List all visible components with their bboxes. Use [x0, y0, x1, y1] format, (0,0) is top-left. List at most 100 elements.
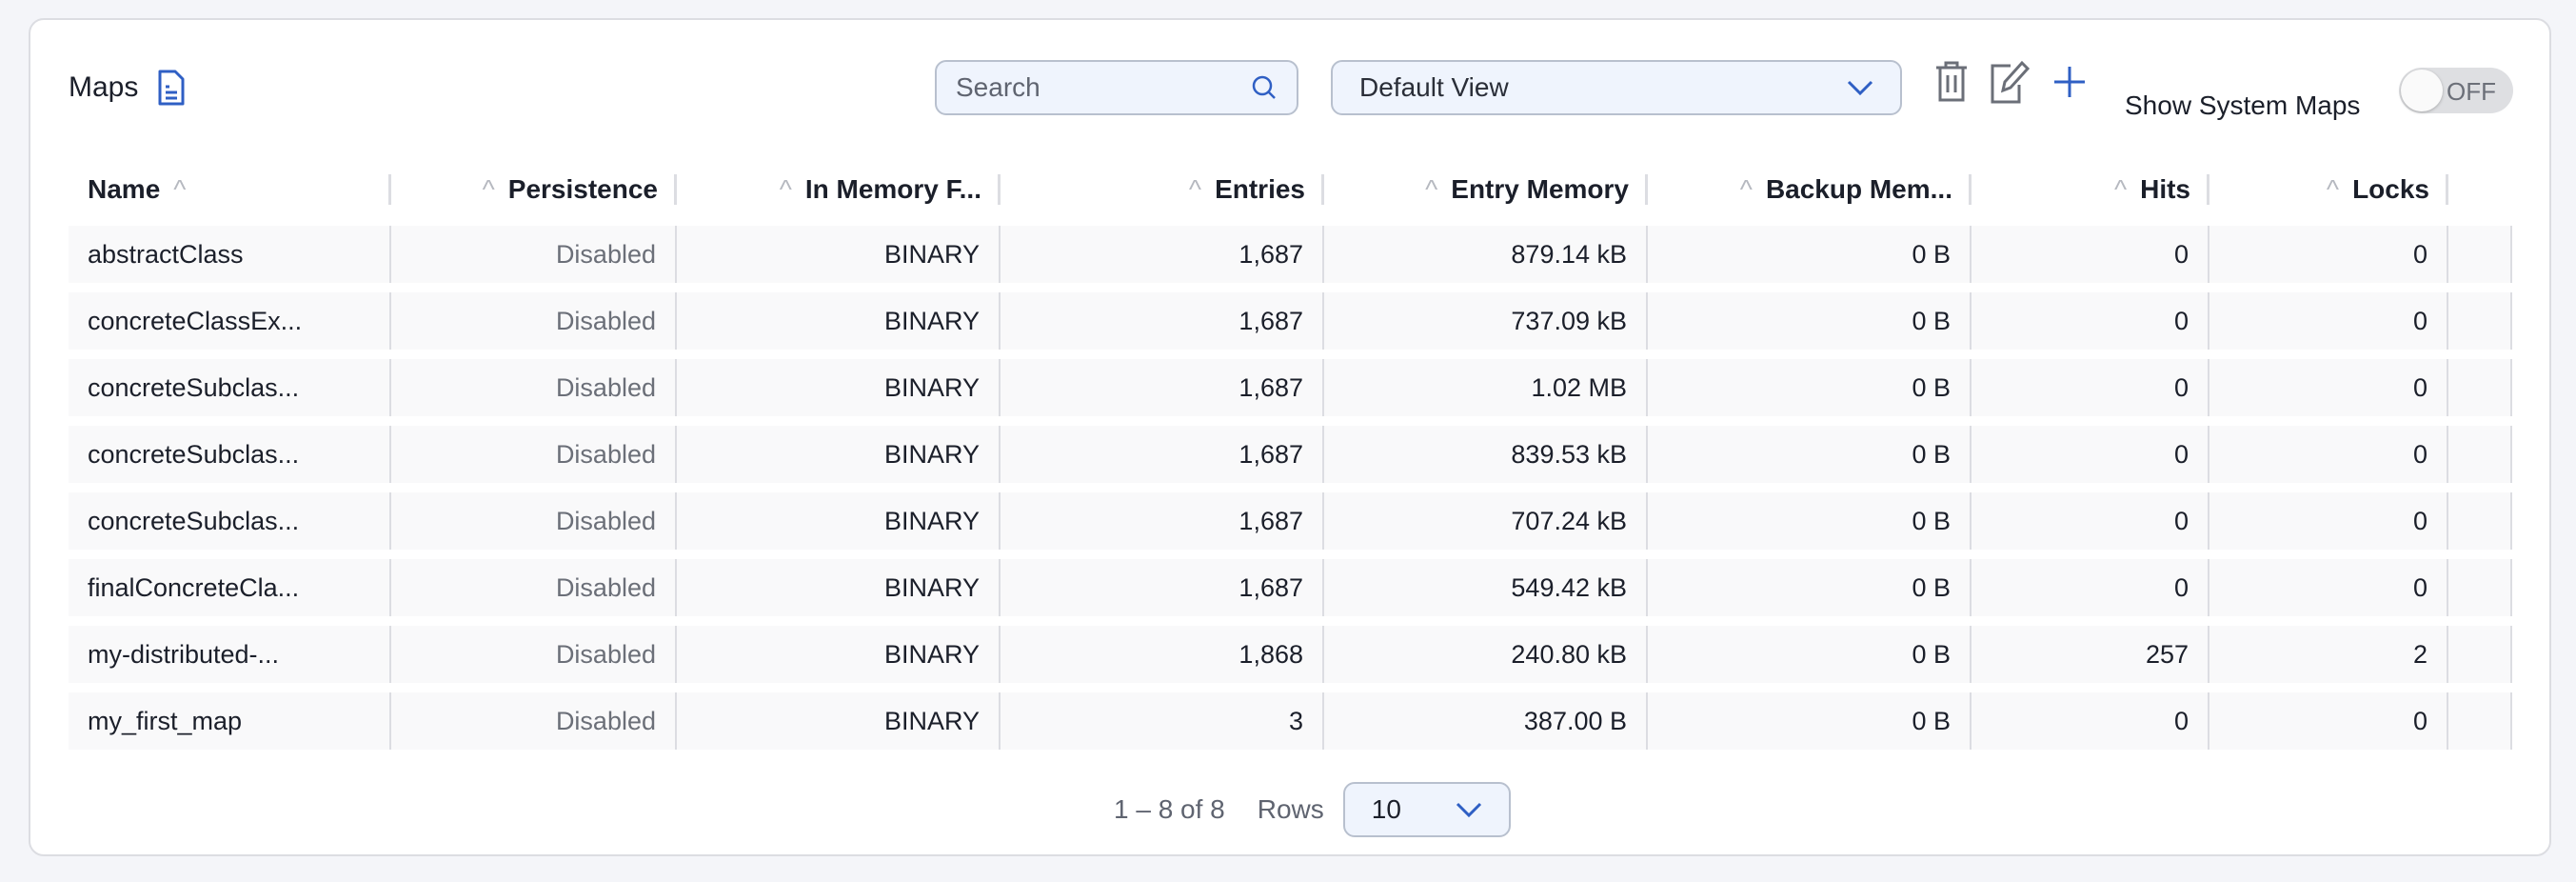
table-cell: 0 B [1648, 426, 1972, 483]
page-title: Maps [69, 70, 186, 106]
table-cell: BINARY [677, 226, 1001, 283]
column-resize-handle[interactable] [1969, 174, 1972, 205]
row-spacer [2448, 559, 2512, 616]
table-cell: BINARY [677, 626, 1001, 683]
rows-per-page-select[interactable]: 10 [1342, 782, 1511, 837]
table-cell: 0 [1972, 359, 2209, 416]
page-range: 1 – 8 of 8 [1114, 794, 1225, 824]
document-icon[interactable] [157, 70, 186, 106]
map-name-cell[interactable]: my-distributed-... [69, 626, 391, 683]
table-cell: 1,687 [1001, 426, 1324, 483]
map-name-cell[interactable]: concreteSubclas... [69, 359, 391, 416]
table-cell: 0 [1972, 692, 2209, 750]
table-cell: 549.42 kB [1324, 559, 1648, 616]
sort-icon[interactable]: ^ [482, 174, 495, 204]
column-resize-handle[interactable] [2207, 174, 2209, 205]
table-cell: 2 [2209, 626, 2448, 683]
column-header[interactable]: ^ Entries [1001, 163, 1324, 216]
header-label: Entry Memory [1451, 174, 1629, 204]
table-cell: 737.09 kB [1324, 292, 1648, 350]
table-cell: 0 [1972, 292, 2209, 350]
table-cell: BINARY [677, 292, 1001, 350]
search-icon[interactable] [1251, 74, 1278, 101]
column-resize-handle[interactable] [674, 174, 677, 205]
column-resize-handle[interactable] [1645, 174, 1648, 205]
table-row[interactable]: concreteSubclas... Disabled BINARY 1,687 839… [69, 426, 2512, 483]
table-cell: 0 B [1648, 492, 1972, 550]
table-cell: Disabled [391, 692, 677, 750]
sort-icon[interactable]: ^ [779, 174, 792, 204]
table-cell: 1,687 [1001, 359, 1324, 416]
toggle-state: OFF [2447, 77, 2496, 106]
table-row[interactable]: concreteSubclas... Disabled BINARY 1,687 707… [69, 492, 2512, 550]
plus-icon[interactable] [2052, 65, 2087, 99]
table-row[interactable]: concreteClassEx... Disabled BINARY 1,687 737… [69, 292, 2512, 350]
table-cell: 879.14 kB [1324, 226, 1648, 283]
table-cell: 707.24 kB [1324, 492, 1648, 550]
table-row[interactable]: my-distributed-... Disabled BINARY 1,868 240… [69, 626, 2512, 683]
map-name-cell[interactable]: finalConcreteCla... [69, 559, 391, 616]
row-spacer [2448, 359, 2512, 416]
chevron-down-icon [1847, 80, 1873, 96]
column-header[interactable]: ^ In Memory F... [677, 163, 1001, 216]
table-cell: 0 [2209, 359, 2448, 416]
table-cell: 0 B [1648, 692, 1972, 750]
map-name-cell[interactable]: concreteSubclas... [69, 426, 391, 483]
table-cell: 1,868 [1001, 626, 1324, 683]
edit-icon[interactable] [1990, 60, 2031, 104]
view-select[interactable]: Default View [1331, 60, 1902, 115]
sort-icon[interactable]: ^ [1739, 174, 1753, 204]
table-cell: 1.02 MB [1324, 359, 1648, 416]
column-resize-handle[interactable] [1321, 174, 1324, 205]
header-label: Name [88, 174, 161, 204]
sort-icon[interactable]: ^ [2326, 174, 2340, 204]
column-resize-handle[interactable] [998, 174, 1001, 205]
sort-icon[interactable]: ^ [1188, 174, 1202, 204]
column-resize-handle[interactable] [388, 174, 391, 205]
table-cell: 257 [1972, 626, 2209, 683]
header-label: In Memory F... [804, 174, 981, 204]
table-cell: 1,687 [1001, 226, 1324, 283]
table-cell: 0 [1972, 492, 2209, 550]
column-header[interactable]: ^ Backup Mem... [1648, 163, 1972, 216]
column-header[interactable]: Name ^ [69, 163, 391, 216]
header-label: Hits [2140, 174, 2190, 204]
table-cell: BINARY [677, 359, 1001, 416]
sort-icon[interactable]: ^ [173, 174, 187, 204]
sort-icon[interactable]: ^ [1425, 174, 1438, 204]
table-cell: Disabled [391, 426, 677, 483]
column-header[interactable]: ^ Hits [1972, 163, 2209, 216]
map-name-cell[interactable]: concreteClassEx... [69, 292, 391, 350]
search-placeholder: Search [956, 72, 1040, 102]
sort-icon[interactable]: ^ [2113, 174, 2128, 204]
column-header[interactable]: ^ Locks [2209, 163, 2448, 216]
table-cell: 240.80 kB [1324, 626, 1648, 683]
column-header[interactable]: ^ Persistence [391, 163, 677, 216]
row-spacer [2448, 226, 2512, 283]
table-cell: 1,687 [1001, 559, 1324, 616]
column-header[interactable]: ^ Entry Memory [1324, 163, 1648, 216]
table-cell: BINARY [677, 692, 1001, 750]
header-label: Locks [2352, 174, 2429, 204]
show-system-maps-toggle[interactable]: OFF [2399, 68, 2513, 113]
map-name-cell[interactable]: abstractClass [69, 226, 391, 283]
map-name-cell[interactable]: my_first_map [69, 692, 391, 750]
row-spacer [2448, 692, 2512, 750]
table-cell: Disabled [391, 626, 677, 683]
column-resize-handle[interactable] [2446, 174, 2448, 205]
search-input[interactable]: Search [935, 60, 1298, 115]
table-cell: 0 B [1648, 292, 1972, 350]
table-cell: 839.53 kB [1324, 426, 1648, 483]
table-cell: 3 [1001, 692, 1324, 750]
table-cell: 1,687 [1001, 292, 1324, 350]
row-spacer [2448, 492, 2512, 550]
table-row[interactable]: concreteSubclas... Disabled BINARY 1,687 1.0… [69, 359, 2512, 416]
table-cell: 387.00 B [1324, 692, 1648, 750]
map-name-cell[interactable]: concreteSubclas... [69, 492, 391, 550]
table-cell: 0 [1972, 226, 2209, 283]
table-row[interactable]: abstractClass Disabled BINARY 1,687 879.14 k… [69, 226, 2512, 283]
trash-icon[interactable] [1934, 60, 1969, 104]
table-row[interactable]: finalConcreteCla... Disabled BINARY 1,687 54… [69, 559, 2512, 616]
header-label: Entries [1215, 174, 1305, 204]
